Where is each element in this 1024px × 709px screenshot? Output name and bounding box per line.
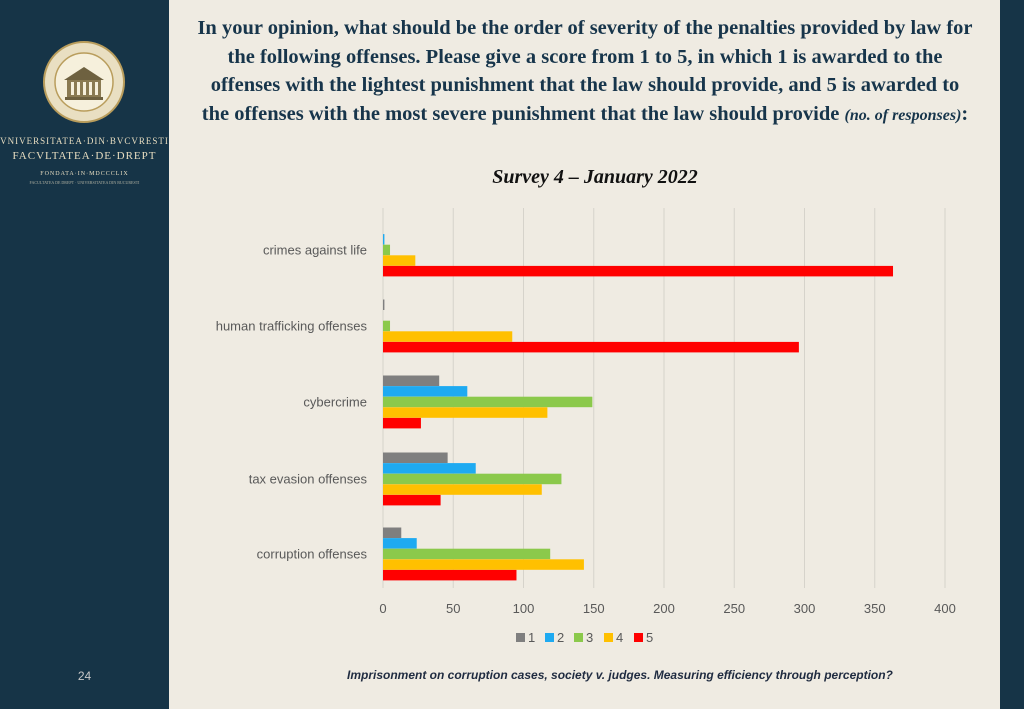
bar-human-trafficking-offenses-score-5 [383, 341, 799, 353]
bar-corruption-offenses-score-1 [383, 527, 402, 538]
x-tick-label: 100 [513, 601, 535, 616]
category-label: human trafficking offenses [216, 319, 368, 334]
faculty-name: FACVLTATEA·DE·DREPT [12, 150, 157, 162]
legend-swatch [516, 633, 525, 642]
x-tick-label: 0 [379, 601, 386, 616]
bar-crimes-against-life-score-3 [383, 244, 391, 256]
bar-crimes-against-life-score-2 [383, 234, 385, 245]
x-tick-label: 250 [723, 601, 745, 616]
category-label: tax evasion offenses [249, 472, 368, 487]
page-number: 24 [77, 669, 92, 683]
bar-cybercrime-score-2 [383, 386, 468, 397]
x-tick-label: 400 [934, 601, 956, 616]
x-tick-label: 150 [583, 601, 605, 616]
legend-swatch [545, 633, 554, 642]
legend-label: 1 [528, 630, 535, 645]
x-tick-label: 200 [653, 601, 675, 616]
slide-footer: Imprisonment on corruption cases, societ… [347, 668, 893, 682]
legend-label: 5 [646, 630, 653, 645]
bar-corruption-offenses-score-3 [383, 548, 551, 560]
bar-human-trafficking-offenses-score-1 [383, 299, 385, 310]
bar-corruption-offenses-score-4 [383, 559, 584, 570]
bar-cybercrime-score-5 [383, 417, 421, 429]
slide-title: In your opinion, what should be the orde… [195, 14, 975, 130]
bar-tax-evasion-offenses-score-5 [383, 494, 441, 506]
right-border-strip [1000, 0, 1024, 709]
sidebar: VNIVERSITATEA·DIN·BVCVRESTI FACVLTATEA·D… [0, 0, 169, 709]
bar-human-trafficking-offenses-score-4 [383, 331, 513, 342]
bar-cybercrime-score-1 [383, 375, 440, 386]
legend-swatch [574, 633, 583, 642]
bar-crimes-against-life-score-4 [383, 255, 416, 266]
bar-human-trafficking-offenses-score-3 [383, 320, 391, 332]
founded-subtext: FACULTATEA DE DREPT · UNIVERSITATEA DIN … [29, 180, 140, 185]
category-label: corruption offenses [257, 547, 368, 562]
university-name: VNIVERSITATEA·DIN·BVCVRESTI [0, 136, 169, 146]
legend-swatch [604, 633, 613, 642]
bar-corruption-offenses-score-5 [383, 569, 517, 581]
category-label: cybercrime [303, 395, 367, 410]
bar-tax-evasion-offenses-score-4 [383, 484, 542, 495]
bar-cybercrime-score-4 [383, 407, 548, 418]
title-colon: : [961, 102, 969, 125]
bar-tax-evasion-offenses-score-2 [383, 463, 476, 474]
legend-label: 2 [557, 630, 564, 645]
slide-subtitle: Survey 4 – January 2022 [492, 166, 698, 188]
legend-label: 4 [616, 630, 623, 645]
founded-text: FONDATA·IN·MDCCCLIX [40, 171, 129, 177]
x-tick-label: 50 [446, 601, 460, 616]
university-seal-logo [43, 41, 125, 123]
x-tick-label: 300 [794, 601, 816, 616]
title-note: (no. of responses) [844, 106, 962, 124]
bar-tax-evasion-offenses-score-1 [383, 452, 448, 463]
bar-cybercrime-score-3 [383, 396, 593, 408]
bar-crimes-against-life-score-5 [383, 265, 894, 277]
x-tick-label: 350 [864, 601, 886, 616]
bar-corruption-offenses-score-2 [383, 538, 417, 549]
bar-tax-evasion-offenses-score-3 [383, 473, 562, 485]
category-label: crimes against life [263, 243, 367, 258]
legend-swatch [634, 633, 643, 642]
title-text: In your opinion, what should be the orde… [197, 17, 973, 125]
legend-label: 3 [586, 630, 593, 645]
